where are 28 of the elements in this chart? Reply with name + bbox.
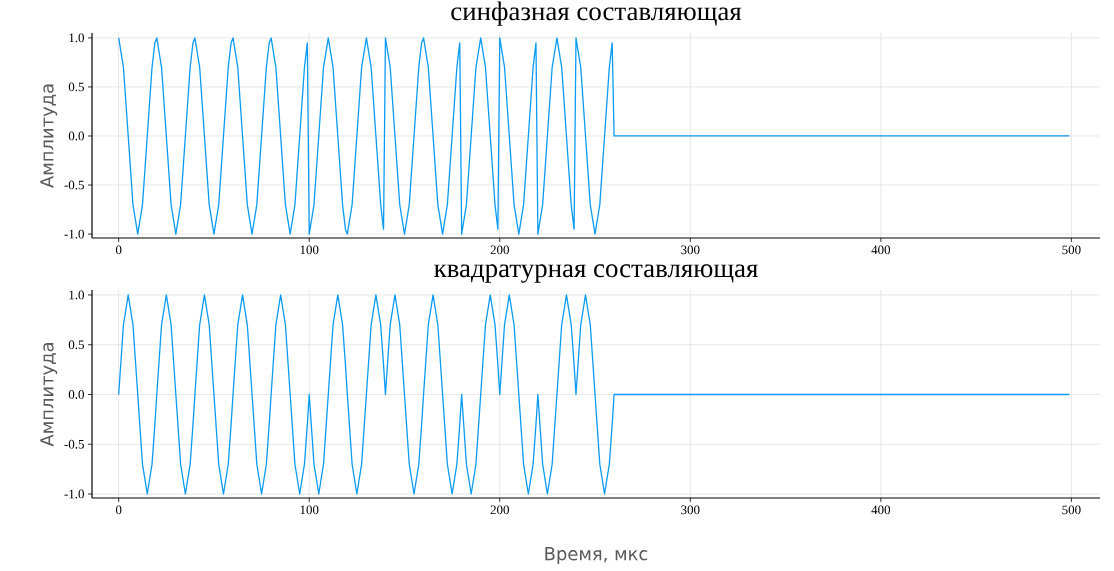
x-tick-label: 100 <box>300 505 319 515</box>
y-tick-label: 1.0 <box>69 290 84 300</box>
y-tick-label: -0.5 <box>64 180 84 190</box>
y-tick-label: 0.0 <box>68 390 84 399</box>
x-tick-label: 0 <box>115 505 122 515</box>
chart-title: синфазная составляющая <box>451 1 742 26</box>
chart-title: квадратурная составляющая <box>434 264 758 283</box>
y-axis-title: Амплитуда <box>40 84 58 188</box>
line-series <box>118 294 1071 495</box>
x-tick-label: 100 <box>300 245 319 255</box>
x-tick-label: 500 <box>1062 505 1081 515</box>
x-tick-label: 400 <box>871 505 891 515</box>
x-tick-label: 0 <box>115 245 122 255</box>
y-tick-label: 0.0 <box>68 131 84 141</box>
x-tick-label: 300 <box>681 505 700 515</box>
y-tick-label: -1.0 <box>64 229 84 239</box>
y-tick-label: 0.5 <box>68 82 84 92</box>
x-tick-label: 300 <box>681 245 700 255</box>
x-tick-label: 500 <box>1062 245 1081 255</box>
y-tick-label: -0.5 <box>64 439 84 449</box>
y-tick-label: 1.0 <box>69 33 84 43</box>
y-tick-label: -1.0 <box>64 489 84 499</box>
x-axis-title: Время, мкс <box>545 547 648 564</box>
x-tick-label: 200 <box>490 505 509 515</box>
x-tick-label: 400 <box>871 245 891 255</box>
y-axis-title: Амплитуда <box>40 343 58 447</box>
y-tick-label: 0.5 <box>68 340 84 350</box>
x-tick-label: 200 <box>490 245 509 255</box>
